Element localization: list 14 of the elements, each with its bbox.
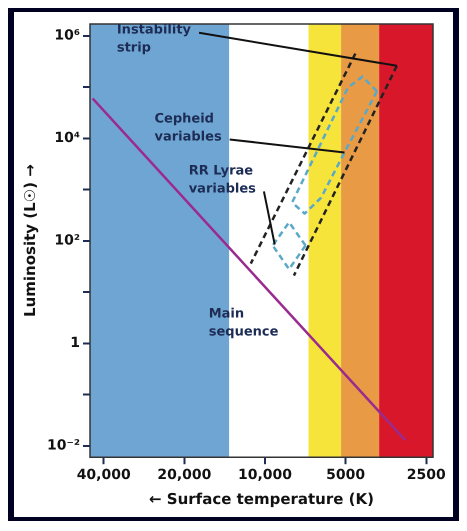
- x-tick-label: 40,000: [76, 467, 131, 484]
- x-tick-label: 2500: [406, 467, 446, 484]
- y-axis-title: Luminosity (L☉) →: [20, 164, 39, 317]
- x-axis-title: ← Surface temperature (K): [149, 490, 374, 508]
- annotation: Instability strip: [116, 22, 192, 56]
- y-tick-label: 10⁴: [54, 130, 80, 146]
- y-tick-label: 10⁻²: [46, 437, 80, 454]
- y-tick-label: 1: [70, 334, 80, 351]
- y-tick-label: 10⁶: [54, 27, 80, 44]
- x-tick-label: 10,000: [238, 467, 292, 484]
- y-tick-label: 10²: [54, 232, 80, 248]
- annotation: Cepheid variables: [154, 111, 222, 144]
- x-tick-label: 5000: [326, 467, 366, 484]
- x-tick-label: 20,000: [157, 467, 212, 484]
